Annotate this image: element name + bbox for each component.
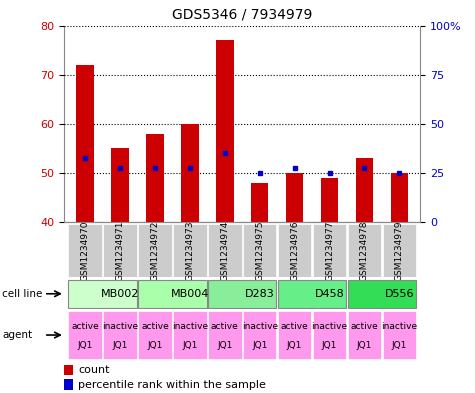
Text: JQ1: JQ1 [252,342,267,350]
Bar [356,158,373,222]
Text: JQ1: JQ1 [217,342,232,350]
Text: MB002: MB002 [101,289,139,299]
Text: inactive: inactive [172,322,208,331]
Bar [146,134,164,222]
Bar [243,224,276,277]
Bar [64,379,73,389]
Bar [173,311,207,358]
Text: active: active [141,322,169,331]
Bar [208,280,276,308]
Bar [348,311,381,358]
Text: MB004: MB004 [171,289,209,299]
Text: JQ1: JQ1 [112,342,128,350]
Bar [68,224,102,277]
Text: GSM1234971: GSM1234971 [115,220,124,281]
Bar [181,124,199,222]
Bar [383,224,416,277]
Text: JQ1: JQ1 [147,342,162,350]
Bar [208,224,242,277]
Bar [138,311,171,358]
Bar [286,173,304,222]
Text: JQ1: JQ1 [287,342,302,350]
Text: GSM1234979: GSM1234979 [395,220,404,281]
Bar [68,280,137,308]
Text: agent: agent [2,330,32,340]
Bar [111,148,129,222]
Text: count: count [78,365,110,375]
Text: inactive: inactive [381,322,418,331]
Bar [64,365,73,375]
Bar [278,224,312,277]
Text: active: active [351,322,379,331]
Text: inactive: inactive [102,322,138,331]
Bar [103,311,137,358]
Bar [390,173,408,222]
Bar [216,40,234,222]
Text: GSM1234976: GSM1234976 [290,220,299,281]
Text: JQ1: JQ1 [392,342,407,350]
Bar [278,280,346,308]
Bar [76,65,94,222]
Text: GSM1234973: GSM1234973 [185,220,194,281]
Bar [138,224,171,277]
Title: GDS5346 / 7934979: GDS5346 / 7934979 [172,7,313,22]
Bar [243,311,276,358]
Bar [348,280,416,308]
Text: JQ1: JQ1 [77,342,93,350]
Bar [103,224,137,277]
Bar [383,311,416,358]
Text: JQ1: JQ1 [182,342,198,350]
Text: GSM1234975: GSM1234975 [255,220,264,281]
Text: JQ1: JQ1 [357,342,372,350]
Text: active: active [281,322,309,331]
Text: D458: D458 [315,289,344,299]
Bar [278,311,312,358]
Text: D283: D283 [245,289,275,299]
Text: inactive: inactive [242,322,278,331]
Text: active: active [71,322,99,331]
Text: inactive: inactive [312,322,348,331]
Text: GSM1234970: GSM1234970 [81,220,90,281]
Bar [138,280,207,308]
Bar [348,224,381,277]
Bar [313,224,346,277]
Text: active: active [211,322,238,331]
Text: JQ1: JQ1 [322,342,337,350]
Bar [251,183,268,222]
Text: percentile rank within the sample: percentile rank within the sample [78,380,266,389]
Text: cell line: cell line [2,289,43,299]
Text: GSM1234978: GSM1234978 [360,220,369,281]
Bar [208,311,242,358]
Bar [173,224,207,277]
Bar [321,178,338,222]
Text: D556: D556 [385,289,414,299]
Bar [313,311,346,358]
Text: GSM1234972: GSM1234972 [151,220,160,281]
Text: GSM1234977: GSM1234977 [325,220,334,281]
Bar [68,311,102,358]
Text: GSM1234974: GSM1234974 [220,220,229,281]
